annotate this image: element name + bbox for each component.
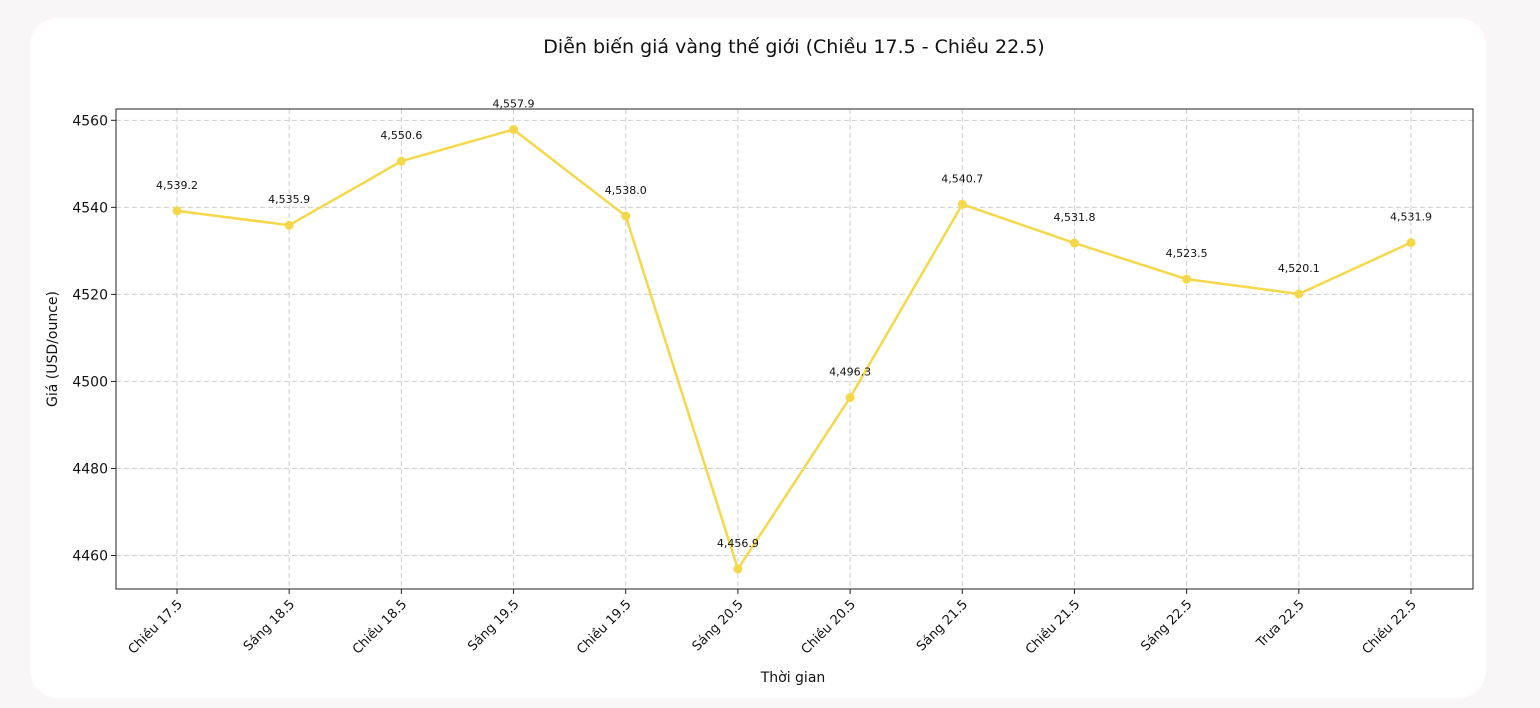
data-point	[1406, 238, 1416, 248]
y-axis-label: Giá (USD/ounce)	[45, 291, 61, 407]
y-axis: 4460 4480 4500 4520 4540 4560	[72, 113, 116, 564]
y-tick-label: 4500	[72, 374, 108, 390]
y-tick-label: 4480	[72, 461, 108, 477]
grid	[116, 109, 1473, 589]
x-tick-label: Sáng 21.5	[914, 597, 971, 654]
data-point	[1182, 274, 1192, 284]
data-point	[509, 124, 519, 134]
data-label: 4,539.2	[156, 179, 198, 192]
data-points	[172, 124, 1416, 574]
x-tick-label: Chiều 17.5	[126, 597, 186, 657]
data-label: 4,456.9	[717, 537, 759, 550]
chart-title: Diễn biến giá vàng thế giới (Chiều 17.5 …	[543, 35, 1044, 58]
x-tick-label: Chiều 18.5	[350, 597, 410, 657]
x-tick-label: Sáng 19.5	[465, 597, 522, 654]
data-label: 4,496.3	[829, 366, 871, 379]
data-label: 4,520.1	[1278, 262, 1320, 275]
chart-card	[30, 18, 1486, 698]
y-tick-label: 4540	[72, 200, 108, 216]
y-tick-label: 4560	[72, 113, 108, 129]
data-label: 4,538.0	[605, 184, 647, 197]
y-tick-label: 4520	[72, 287, 108, 303]
data-point	[396, 156, 406, 166]
x-axis-label: Thời gian	[760, 670, 826, 686]
data-label: 4,531.8	[1053, 211, 1095, 224]
x-tick-label: Trưa 22.5	[1253, 597, 1307, 651]
data-point	[284, 220, 294, 230]
y-tick-label: 4460	[72, 548, 108, 564]
data-point	[621, 211, 631, 221]
x-tick-label: Sáng 20.5	[690, 597, 747, 654]
x-tick-label: Chiều 20.5	[799, 597, 859, 657]
data-label: 4,523.5	[1166, 247, 1208, 260]
series-line	[176, 128, 1412, 571]
data-label: 4,540.7	[941, 172, 983, 185]
data-point	[1069, 238, 1079, 248]
x-tick-label: Chiều 22.5	[1360, 597, 1420, 657]
data-point	[957, 199, 967, 209]
data-label: 4,550.6	[380, 129, 422, 142]
data-label: 4,557.9	[493, 97, 535, 110]
x-tick-label: Chiều 21.5	[1023, 597, 1083, 657]
data-point	[845, 393, 855, 403]
data-label: 4,535.9	[268, 193, 310, 206]
data-label: 4,531.9	[1390, 211, 1432, 224]
data-point	[172, 206, 182, 216]
x-tick-label: Sáng 22.5	[1138, 597, 1195, 654]
data-point	[733, 564, 743, 574]
data-labels: 4,539.2 4,535.9 4,550.6 4,557.9 4,538.0 4,456…	[156, 97, 1432, 550]
x-tick-label: Sáng 18.5	[241, 597, 298, 654]
data-point	[1294, 289, 1304, 299]
x-tick-label: Chiều 19.5	[574, 597, 634, 657]
x-axis: Chiều 17.5 Sáng 18.5 Chiều 18.5 Sáng 19.5 Ch…	[126, 589, 1420, 658]
plot-frame	[115, 108, 1474, 590]
